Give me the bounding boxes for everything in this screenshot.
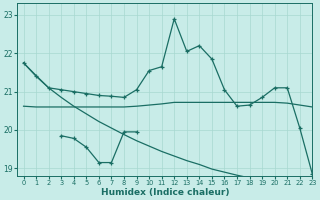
X-axis label: Humidex (Indice chaleur): Humidex (Indice chaleur) xyxy=(100,188,229,197)
